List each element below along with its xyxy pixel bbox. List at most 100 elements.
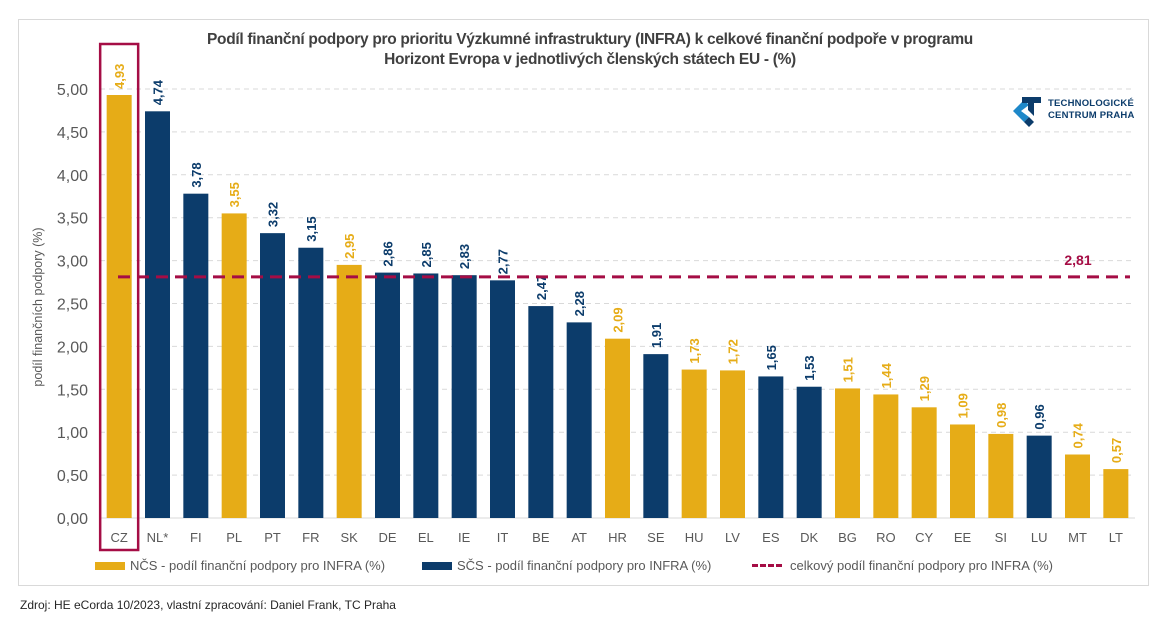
x-tick-label: LV [725,530,740,545]
x-tick-label: SI [995,530,1007,545]
x-tick-label: HU [685,530,704,545]
bar-cy [911,407,937,518]
bar-de [375,272,400,518]
bar-bg [835,388,860,518]
y-tick-labels: 0,00 0,50 1,00 1,50 2,00 2,50 3,00 3,50 4,00 4,50… [57,82,88,528]
value-label: 2,85 [419,242,434,267]
y-tick-label: 0,00 [57,511,88,528]
bar-hr [605,338,630,518]
bar-pt [260,233,285,519]
reference-line-group: 2,81 [118,252,1130,279]
value-label: 0,98 [994,403,1009,428]
bar-ro [873,394,899,518]
value-label: 4,74 [151,79,166,105]
value-label: 1,44 [879,362,894,388]
chart-title: Podíl finanční podpory pro prioritu Výzk… [130,30,1050,70]
legend-label-scs: SČS - podíl finanční podpory pro INFRA (… [457,558,712,573]
value-label: 1,29 [917,376,932,401]
value-label: 0,74 [1071,422,1086,448]
bar-it [490,280,515,518]
bar-se [643,354,669,518]
value-label: 2,77 [496,249,511,274]
x-tick-label: SE [647,530,665,545]
x-tick-label: PL [226,530,242,545]
x-tick-label: NL* [147,530,169,545]
bar-sk [336,264,362,518]
x-tick-label: CY [915,530,933,545]
y-tick-label: 0,50 [57,468,88,485]
bar-be [528,306,554,518]
logo-line-1: TECHNOLOGICKÉ [1048,98,1134,109]
legend-dash-reference [752,564,782,567]
y-tick-label: 2,00 [57,339,88,356]
x-tick-label: IE [458,530,471,545]
x-tick-label: HR [608,530,627,545]
x-tick-label: AT [571,530,587,545]
highlight-box-cz [98,42,140,552]
legend-item-reference: celkový podíl finanční podpory pro INFRA… [752,558,1053,573]
x-tick-label: BE [532,530,550,545]
value-label: 1,72 [726,339,741,364]
bar-el [413,273,439,518]
x-tick-label: SK [340,530,358,545]
value-label: 3,78 [189,162,204,187]
x-tick-label: MT [1068,530,1087,545]
y-tick-label: 5,00 [57,82,88,99]
value-label: 2,83 [457,244,472,269]
value-label: 1,51 [841,357,856,382]
x-tick-label: CZ [110,530,127,545]
bar-fr [298,247,324,519]
x-tick-label: DK [800,530,818,545]
chart-title-line-2: Horizont Evropa v jednotlivých členských… [384,51,796,68]
value-label: 4,93 [112,64,127,89]
x-tick-label: LT [1109,530,1123,545]
x-tick-label: DE [378,530,396,545]
y-tick-label: 1,00 [57,425,88,442]
y-tick-label: 3,50 [57,211,88,228]
bar-lt [1103,469,1129,518]
legend-swatch-ncs [95,561,125,570]
bar-mt [1065,454,1090,518]
y-tick-label: 4,50 [57,125,88,142]
value-label: 1,73 [687,338,702,363]
y-tick-label: 1,50 [57,382,88,399]
value-label: 1,65 [764,345,779,370]
x-tick-label: RO [876,530,896,545]
value-labels: 4,93 4,74 3,78 3,55 3,32 3,15 2,95 2,86 2,85 2,83… [112,64,1124,463]
bar-es [758,376,784,518]
y-tick-label: 3,00 [57,254,88,271]
value-label: 3,15 [304,216,319,241]
bar-lv [720,370,745,518]
highlight-group [98,42,140,552]
x-tick-label: PT [264,530,281,545]
bar-si [988,433,1014,518]
x-tick-label: ES [762,530,780,545]
value-label: 3,32 [266,202,281,227]
x-tick-label: LU [1031,530,1048,545]
value-label: 1,53 [802,355,817,380]
bar-fi [183,193,209,518]
legend-label-reference: celkový podíl finanční podpory pro INFRA… [790,558,1054,573]
source-note: Zdroj: HE eCorda 10/2023, vlastní zpraco… [20,598,396,612]
value-label: 1,09 [956,393,971,418]
x-tick-label: FR [302,530,319,545]
x-tick-label: EL [418,530,434,545]
value-label: 2,95 [342,234,357,259]
value-label: 0,57 [1109,438,1124,463]
x-tick-labels: CZ NL* FI PL PT FR SK DE EL IE IT BE AT HR SE HU LV ES DK B… [110,530,1122,545]
value-label: 1,91 [649,323,664,348]
bar-pl [221,213,247,518]
y-tick-label: 4,00 [57,168,88,185]
bar-ee [950,424,975,518]
legend-swatch-scs [422,561,452,570]
bar-nl [145,111,170,519]
value-label: 2,28 [572,291,587,316]
logo-text: TECHNOLOGICKÉ CENTRUM PRAHA [1048,98,1135,122]
chart-title-line-1: Podíl finanční podpory pro prioritu Výzk… [207,31,973,48]
bars [106,95,1129,519]
bar-hu [681,369,707,518]
value-label: 2,86 [381,241,396,266]
reference-line-label: 2,81 [1064,252,1091,268]
logo-line-2: CENTRUM PRAHA [1048,110,1135,121]
